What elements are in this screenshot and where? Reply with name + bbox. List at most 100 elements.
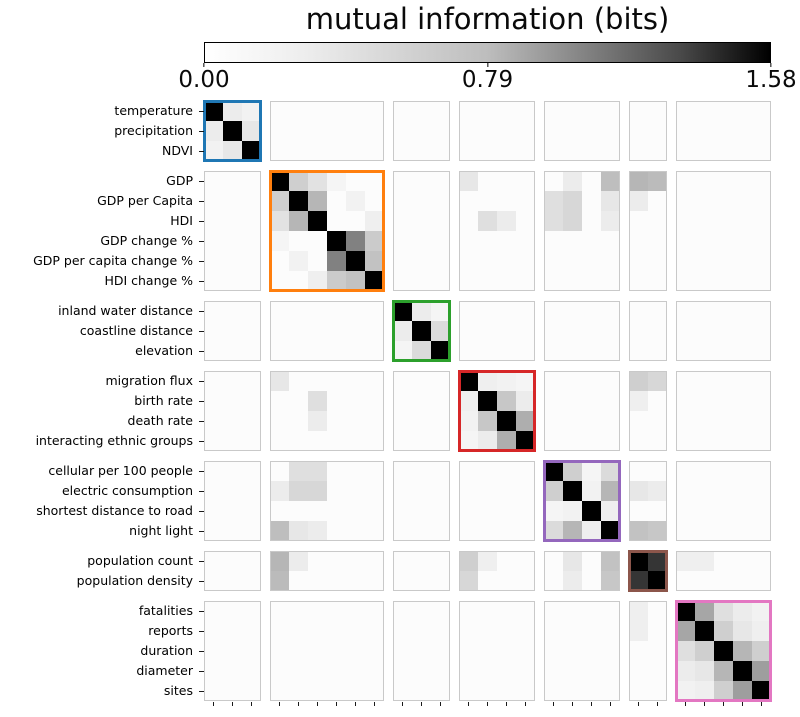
heatmap-cell [478,171,497,191]
heatmap-cell [544,321,563,341]
heatmap-grid [203,100,772,711]
heatmap-cell [648,271,667,291]
heatmap-cell [497,231,516,251]
heatmap-cell [629,371,648,391]
heatmap-cell [308,231,327,251]
heatmap-block [544,101,620,161]
row-label-text: night light [129,523,193,538]
row-label-text: GDP per Capita [97,193,193,208]
heatmap-cell [289,141,308,161]
heatmap-cell [223,391,242,411]
heatmap-cell [563,271,582,291]
heatmap-cell [308,271,327,291]
heatmap-cell [582,681,601,701]
heatmap-cell [676,621,695,641]
x-tick-mark [289,702,308,706]
heatmap-block [629,101,667,161]
heatmap-cell [497,271,516,291]
heatmap-cell [497,191,516,211]
heatmap-cell [582,571,601,591]
heatmap-cell [582,301,601,321]
heatmap-cell [582,481,601,501]
heatmap-cell [601,501,620,521]
heatmap-cell [346,141,365,161]
heatmap-cell [346,411,365,431]
heatmap-cell [563,371,582,391]
heatmap-cell [601,551,620,571]
heatmap-cell [346,481,365,501]
heatmap-cell [459,301,478,321]
heatmap-cell [270,621,289,641]
heatmap-cell [582,661,601,681]
x-tick-mark [459,702,478,706]
heatmap-cell [497,321,516,341]
heatmap-cell [563,411,582,431]
heatmap-cell [365,211,384,231]
heatmap-cell [412,461,431,481]
heatmap-cell [223,141,242,161]
heatmap-cell [270,101,289,121]
heatmap-cell [497,431,516,451]
heatmap-cell [497,101,516,121]
heatmap-cell [733,341,752,361]
heatmap-cell [752,601,771,621]
heatmap-cell [346,251,365,271]
heatmap-cell [204,341,223,361]
heatmap-cell [289,601,308,621]
x-tick-mark [629,702,648,706]
heatmap-cell [648,601,667,621]
heatmap-cell [629,191,648,211]
row-label-text: inland water distance [58,303,193,318]
heatmap-cell [695,321,714,341]
heatmap-cell [242,411,261,431]
heatmap-cell [459,191,478,211]
heatmap-cell [308,601,327,621]
heatmap-cell [308,321,327,341]
y-tick-mark [199,490,204,492]
heatmap-block [393,101,450,161]
heatmap-cell [270,571,289,591]
row-label: sites [0,681,204,701]
heatmap-cell [204,321,223,341]
heatmap-cell [204,431,223,451]
heatmap-cell [478,501,497,521]
heatmap-block [629,371,667,451]
heatmap-block [676,301,771,361]
heatmap-cell [242,681,261,701]
x-tick-mark [733,702,752,706]
heatmap-cell [412,501,431,521]
heatmap-cell [431,121,450,141]
heatmap-cell [733,231,752,251]
heatmap-cell [582,431,601,451]
heatmap-cell [752,461,771,481]
heatmap-cell [516,481,535,501]
y-tick-mark [199,150,204,152]
heatmap-cell [714,141,733,161]
heatmap-block [393,601,450,701]
heatmap-cell [648,431,667,451]
colorbar-tick-mark [770,63,772,67]
heatmap-cell [648,391,667,411]
heatmap-block [459,301,535,361]
heatmap-cell [365,571,384,591]
heatmap-cell [563,621,582,641]
y-tick-mark [199,530,204,532]
heatmap-cell [648,571,667,591]
heatmap-cell [459,501,478,521]
heatmap-cell [648,121,667,141]
heatmap-cell [516,391,535,411]
heatmap-cell [308,661,327,681]
heatmap-cell [393,571,412,591]
colorbar-tick-label: 0.00 [178,67,230,93]
heatmap-cell [431,551,450,571]
heatmap-cell [365,251,384,271]
heatmap-cell [270,341,289,361]
heatmap-cell [393,661,412,681]
heatmap-block [393,461,450,541]
heatmap-cell [629,431,648,451]
heatmap-cell [289,501,308,521]
heatmap-cell [204,251,223,271]
heatmap-cell [648,661,667,681]
heatmap-block [204,301,261,361]
heatmap-block [676,371,771,451]
